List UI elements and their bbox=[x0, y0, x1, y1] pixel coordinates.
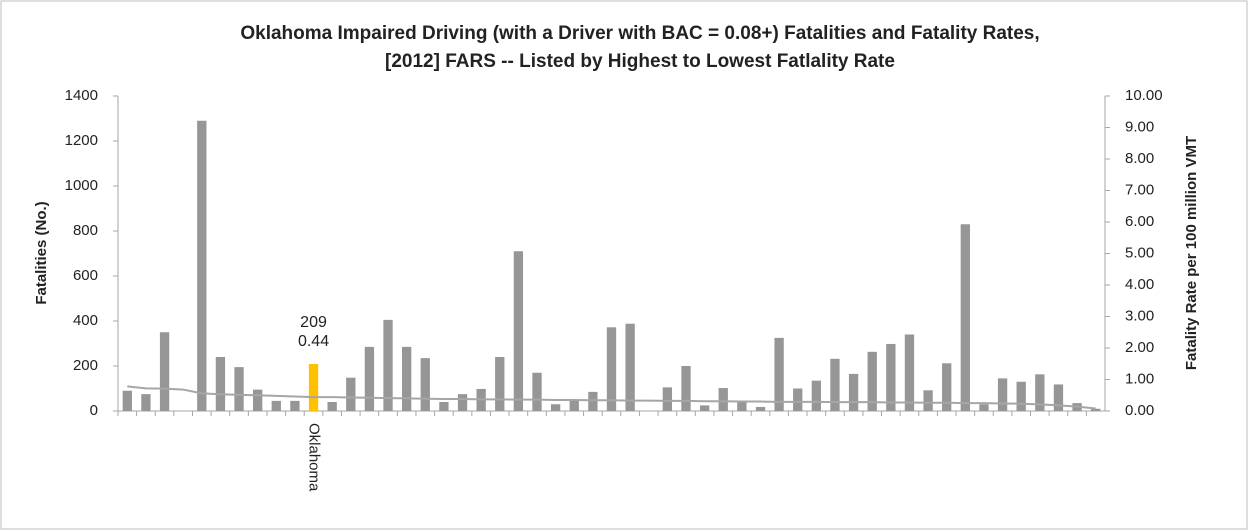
chart-title: [2012] FARS -- Listed by Highest to Lowe… bbox=[385, 51, 895, 72]
bar bbox=[830, 358, 840, 411]
bar bbox=[1091, 408, 1101, 411]
bar bbox=[271, 400, 281, 411]
bar bbox=[159, 332, 170, 411]
bar bbox=[588, 391, 598, 411]
bar bbox=[327, 402, 337, 411]
y-tick-label: 1000 bbox=[65, 177, 98, 194]
bar bbox=[718, 388, 728, 411]
bar bbox=[774, 337, 784, 411]
bar bbox=[848, 373, 859, 411]
bar bbox=[1016, 381, 1026, 411]
y-axis-title: Fatalities (No.) bbox=[33, 201, 50, 304]
y2-tick-label: 10.00 bbox=[1125, 87, 1163, 104]
bar bbox=[625, 323, 635, 411]
y2-tick-label: 9.00 bbox=[1125, 118, 1154, 135]
y-tick-label: 0 bbox=[90, 402, 98, 419]
bar bbox=[811, 380, 822, 411]
y2-tick-label: 3.00 bbox=[1125, 307, 1154, 324]
bar bbox=[793, 388, 803, 411]
bar bbox=[364, 346, 375, 411]
bar bbox=[234, 367, 244, 411]
bar bbox=[308, 363, 319, 411]
y-tick-label: 1200 bbox=[65, 132, 98, 149]
bar bbox=[495, 357, 505, 411]
bar bbox=[401, 346, 412, 411]
bar bbox=[122, 390, 132, 411]
bar bbox=[699, 405, 710, 411]
bar bbox=[197, 120, 207, 411]
data-label: 0.44 bbox=[298, 333, 329, 350]
bar bbox=[215, 357, 226, 411]
y2-tick-label: 5.00 bbox=[1125, 244, 1154, 261]
y-tick-label: 600 bbox=[73, 267, 98, 284]
x-tick-label: Oklahoma bbox=[306, 423, 323, 492]
y2-tick-label: 1.00 bbox=[1125, 370, 1154, 387]
bar bbox=[886, 343, 896, 411]
chart-title: Oklahoma Impaired Driving (with a Driver… bbox=[240, 23, 1039, 44]
bar bbox=[942, 363, 952, 411]
bar bbox=[606, 327, 617, 411]
bar bbox=[420, 358, 430, 411]
y2-tick-label: 6.00 bbox=[1125, 213, 1154, 230]
y-tick-label: 200 bbox=[73, 357, 98, 374]
y2-tick-label: 8.00 bbox=[1125, 150, 1154, 167]
y2-axis-title: Fatality Rate per 100 million VMT bbox=[1183, 136, 1200, 370]
y2-tick-label: 7.00 bbox=[1125, 181, 1154, 198]
y2-tick-label: 0.00 bbox=[1125, 402, 1154, 419]
bar bbox=[681, 366, 691, 411]
bar bbox=[141, 394, 151, 411]
bar bbox=[867, 351, 877, 411]
bar bbox=[290, 400, 300, 411]
y-tick-label: 800 bbox=[73, 222, 98, 239]
bar bbox=[662, 387, 673, 411]
bar bbox=[346, 377, 356, 411]
y-tick-label: 1400 bbox=[65, 87, 98, 104]
bar bbox=[1053, 384, 1064, 411]
bar bbox=[550, 404, 561, 411]
bar bbox=[569, 400, 579, 411]
bar bbox=[904, 334, 915, 411]
bar bbox=[737, 400, 747, 411]
y2-tick-label: 4.00 bbox=[1125, 276, 1154, 293]
bar bbox=[383, 319, 393, 411]
bar bbox=[923, 390, 933, 411]
bar bbox=[457, 394, 468, 411]
y2-tick-label: 2.00 bbox=[1125, 339, 1154, 356]
bar bbox=[1035, 374, 1045, 411]
bar bbox=[532, 372, 542, 411]
bar bbox=[253, 389, 263, 411]
bar bbox=[513, 251, 524, 411]
bar bbox=[960, 224, 970, 411]
bar bbox=[997, 378, 1008, 411]
data-label: 209 bbox=[300, 314, 327, 331]
bar bbox=[979, 404, 989, 411]
y-tick-label: 400 bbox=[73, 312, 98, 329]
bar bbox=[755, 406, 766, 411]
rate-line bbox=[127, 385, 1096, 410]
bar bbox=[439, 402, 449, 411]
